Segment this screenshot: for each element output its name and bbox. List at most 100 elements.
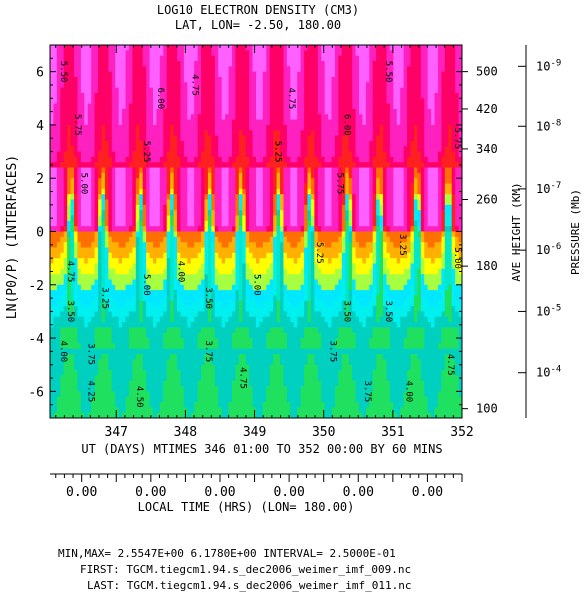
contour-cell bbox=[286, 98, 291, 105]
contour-cell bbox=[173, 82, 178, 89]
contour-cell bbox=[94, 60, 99, 67]
contour-cell bbox=[74, 76, 78, 83]
contour-cell bbox=[238, 82, 243, 89]
contour-cell bbox=[204, 386, 209, 392]
contour-cell bbox=[156, 258, 161, 264]
contour-cell bbox=[269, 327, 274, 334]
contour-cell bbox=[80, 55, 85, 62]
contour-cell bbox=[153, 108, 157, 115]
contour-cell bbox=[80, 316, 85, 323]
contour-cell bbox=[231, 178, 236, 184]
contour-cell bbox=[197, 242, 202, 248]
contour-cell bbox=[101, 359, 106, 366]
contour-cell bbox=[149, 327, 154, 334]
contour-cell bbox=[194, 82, 199, 89]
contour-cell bbox=[286, 108, 291, 115]
contour-cell bbox=[262, 215, 267, 222]
contour-cell bbox=[115, 402, 120, 408]
contour-cell bbox=[207, 268, 212, 275]
contour-cell bbox=[218, 226, 223, 232]
contour-cell bbox=[180, 231, 185, 238]
contour-cell bbox=[139, 156, 144, 163]
contour-cell bbox=[87, 279, 92, 286]
contour-cell bbox=[204, 348, 209, 355]
contour-cell bbox=[67, 332, 71, 339]
contour-cell bbox=[139, 119, 144, 126]
contour-cell bbox=[170, 242, 174, 248]
contour-cell bbox=[194, 258, 199, 264]
contour-cell bbox=[101, 242, 106, 248]
contour-cell bbox=[63, 402, 68, 408]
contour-cell bbox=[177, 402, 181, 408]
contour-cell bbox=[231, 316, 236, 323]
contour-cell bbox=[235, 71, 240, 78]
contour-cell bbox=[183, 172, 188, 179]
contour-cell bbox=[101, 354, 106, 360]
contour-cell bbox=[163, 295, 168, 302]
contour-cell bbox=[156, 108, 161, 115]
contour-cell bbox=[84, 60, 89, 67]
contour-cell bbox=[146, 183, 150, 190]
contour-cell bbox=[269, 295, 274, 302]
contour-cell bbox=[283, 220, 288, 227]
contour-cell bbox=[142, 71, 147, 78]
contour-cell bbox=[218, 252, 223, 259]
contour-cell bbox=[163, 338, 168, 344]
contour-cell bbox=[225, 300, 229, 307]
contour-cell bbox=[53, 82, 58, 89]
contour-cell bbox=[139, 359, 144, 366]
contour-cell bbox=[269, 199, 274, 206]
contour-cell bbox=[87, 247, 92, 254]
contour-cell bbox=[221, 322, 226, 328]
contour-cell bbox=[190, 386, 195, 392]
contour-cell bbox=[153, 343, 157, 350]
contour-cell bbox=[177, 215, 181, 222]
contour-cell bbox=[266, 391, 271, 398]
contour-cell bbox=[187, 402, 192, 408]
contour-cell bbox=[173, 306, 178, 312]
contour-cell bbox=[173, 402, 178, 408]
contour-cell bbox=[286, 231, 291, 238]
contour-cell bbox=[286, 215, 291, 222]
contour-cell bbox=[50, 92, 54, 99]
contour-cell bbox=[214, 322, 219, 328]
contour-cell bbox=[245, 66, 250, 73]
contour-cell bbox=[166, 412, 171, 419]
contour-cell bbox=[231, 130, 236, 136]
contour-cell bbox=[166, 204, 171, 211]
contour-cell bbox=[104, 316, 109, 323]
contour-cell bbox=[98, 71, 102, 78]
contour-cell bbox=[53, 391, 58, 398]
contour-cell bbox=[266, 364, 271, 371]
contour-cell bbox=[194, 268, 199, 275]
contour-cell bbox=[276, 226, 281, 232]
contour-cell bbox=[290, 87, 295, 94]
contour-cell bbox=[225, 359, 229, 366]
contour-cell bbox=[118, 391, 123, 398]
contour-cell bbox=[142, 92, 147, 99]
contour-cell bbox=[273, 45, 277, 51]
contour-cell bbox=[67, 66, 71, 73]
contour-cell bbox=[98, 295, 102, 302]
contour-cell bbox=[256, 162, 260, 168]
contour-cell bbox=[74, 50, 78, 57]
contour-cell bbox=[252, 359, 257, 366]
contour-cell bbox=[60, 268, 65, 275]
contour-cell bbox=[104, 247, 109, 254]
contour-cell bbox=[128, 311, 133, 318]
contour-cell bbox=[70, 124, 75, 131]
contour-cell bbox=[180, 279, 185, 286]
contour-cell bbox=[190, 412, 195, 419]
contour-cell bbox=[149, 199, 154, 206]
contour-cell bbox=[166, 45, 171, 51]
contour-cell bbox=[91, 172, 96, 179]
contour-cell bbox=[252, 55, 257, 62]
contour-cell bbox=[125, 274, 130, 280]
contour-cell bbox=[245, 71, 250, 78]
contour-cell bbox=[115, 306, 120, 312]
contour-cell bbox=[108, 220, 113, 227]
contour-cell bbox=[84, 236, 89, 243]
contour-cell bbox=[146, 199, 150, 206]
contour-cell bbox=[252, 375, 257, 382]
contour-cell bbox=[101, 247, 106, 254]
